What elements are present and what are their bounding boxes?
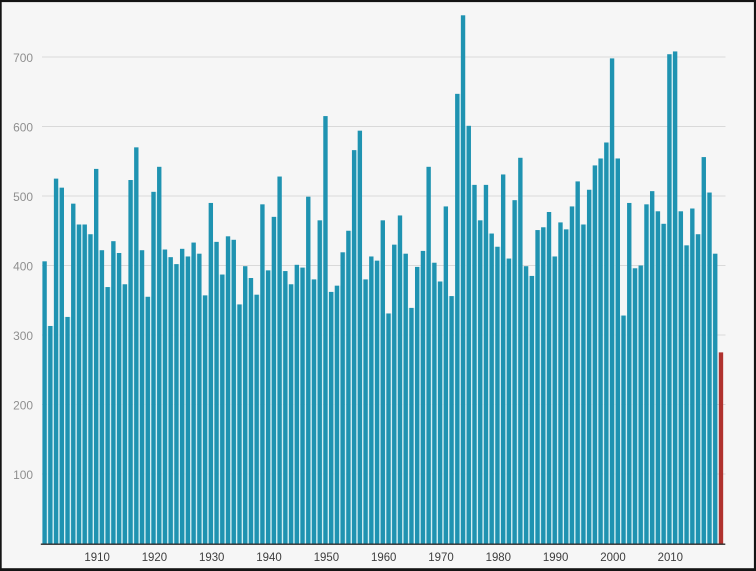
svg-text:1960: 1960 xyxy=(371,550,397,564)
svg-text:1910: 1910 xyxy=(84,550,110,564)
svg-text:300: 300 xyxy=(13,329,33,343)
svg-text:1990: 1990 xyxy=(543,550,569,564)
svg-text:1940: 1940 xyxy=(256,550,282,564)
svg-text:2000: 2000 xyxy=(600,550,626,564)
svg-text:1950: 1950 xyxy=(314,550,340,564)
svg-text:700: 700 xyxy=(13,51,33,65)
svg-text:200: 200 xyxy=(13,399,33,413)
svg-text:1930: 1930 xyxy=(199,550,225,564)
svg-text:2010: 2010 xyxy=(658,550,684,564)
svg-text:1980: 1980 xyxy=(486,550,512,564)
svg-text:500: 500 xyxy=(13,190,33,204)
svg-text:600: 600 xyxy=(13,121,33,135)
svg-text:1920: 1920 xyxy=(142,550,168,564)
svg-text:400: 400 xyxy=(13,260,33,274)
svg-text:100: 100 xyxy=(13,468,33,482)
svg-text:1970: 1970 xyxy=(428,550,454,564)
